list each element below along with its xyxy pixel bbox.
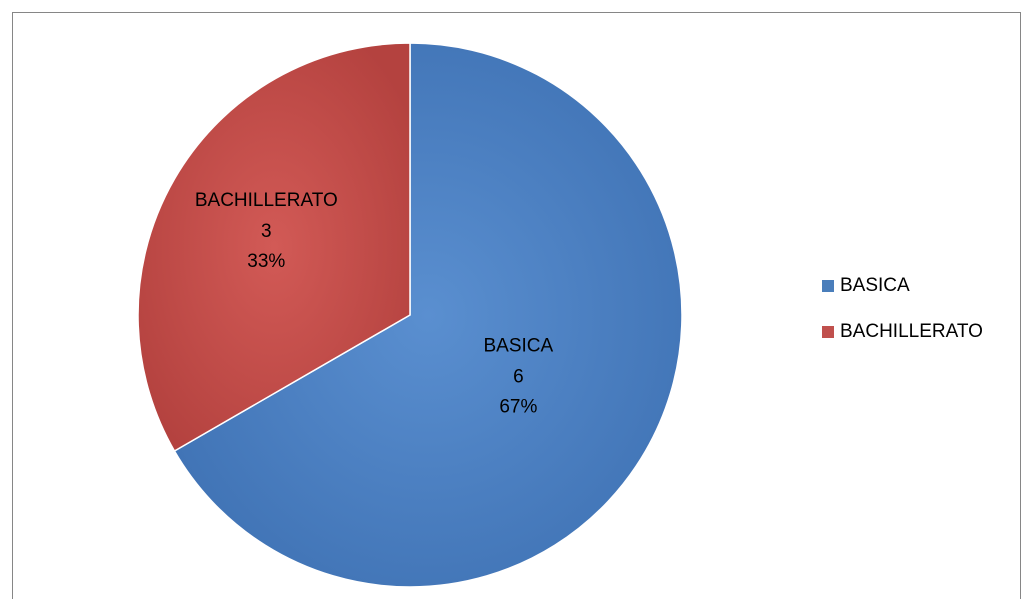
legend-label: BACHILLERATO xyxy=(840,321,983,342)
legend-label: BASICA xyxy=(840,275,910,296)
slice-value-label: 6 xyxy=(513,367,524,388)
legend-swatch xyxy=(822,280,834,292)
pie-slice xyxy=(173,42,683,588)
slice-category-label: BASICA xyxy=(484,336,554,357)
slice-percent-label: 67% xyxy=(499,397,537,418)
slice-percent-label: 33% xyxy=(247,251,285,272)
legend-swatch xyxy=(822,326,834,338)
slice-category-label: BACHILLERATO xyxy=(195,190,338,211)
slice-value-label: 3 xyxy=(261,221,272,242)
pie-slice xyxy=(137,42,411,453)
